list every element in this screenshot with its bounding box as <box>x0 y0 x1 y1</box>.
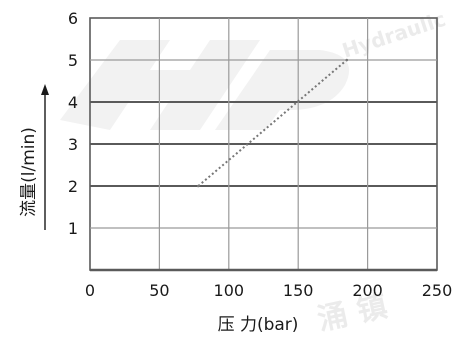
watermark-logo-p <box>215 50 350 130</box>
watermark: Hydraulic 涌 镇 <box>60 7 449 337</box>
y-ticks: 1 2 3 4 5 6 <box>68 9 78 238</box>
x-ticks: 0 50 100 150 200 250 <box>85 281 452 300</box>
x-axis-title: 压 力(bar) <box>218 315 299 335</box>
x-tick-label: 150 <box>283 281 314 300</box>
series <box>196 58 349 188</box>
y-tick-label: 4 <box>68 93 78 112</box>
y-tick-label: 2 <box>68 177 78 196</box>
y-axis-title: 流量(l/min) <box>19 127 39 217</box>
watermark-logo <box>60 40 260 130</box>
y-axis-arrow <box>41 84 49 230</box>
watermark-text-top: Hydraulic <box>339 7 448 63</box>
y-tick-label: 1 <box>68 219 78 238</box>
y-tick-label: 5 <box>68 51 78 70</box>
grid <box>89 17 438 272</box>
series-line-0 <box>197 59 348 187</box>
x-tick-label: 50 <box>149 281 169 300</box>
y-tick-label: 6 <box>68 9 78 28</box>
x-tick-label: 200 <box>352 281 383 300</box>
x-tick-label: 0 <box>85 281 95 300</box>
y-tick-label: 3 <box>68 135 78 154</box>
x-tick-label: 250 <box>422 281 453 300</box>
series-point <box>345 58 349 62</box>
x-tick-label: 100 <box>214 281 245 300</box>
series-point <box>196 184 200 188</box>
